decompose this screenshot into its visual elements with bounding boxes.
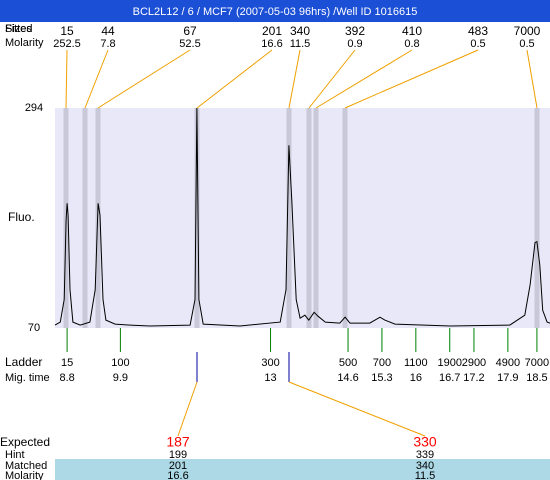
peak-size: 67 [183, 24, 197, 38]
highlight-rows [55, 459, 550, 480]
trace [54, 107, 550, 327]
mig-time: 13 [264, 372, 276, 384]
mig-time: 17.2 [463, 372, 484, 384]
row-label: Ladder [5, 355, 42, 369]
peak-molarity: 11.5 [290, 38, 311, 50]
peak-molarity: 7.8 [100, 38, 115, 50]
ladder-size: 1900 [437, 357, 461, 369]
peak-band [286, 108, 292, 328]
y-axis-label: Fluo. [8, 210, 35, 224]
row-label: Molarity [5, 470, 44, 480]
peak-connector [84, 49, 109, 109]
peak-band [534, 108, 540, 328]
peak-connector [288, 49, 301, 109]
ladder-size: 15 [61, 357, 73, 369]
mig-time: 16.7 [439, 372, 460, 384]
peak-molarity: 0.5 [519, 38, 534, 50]
row-label: Fitted [5, 23, 33, 35]
row-label: Matched [5, 460, 47, 472]
row-label: Sizes [5, 23, 32, 35]
peak-molarity: 0.9 [347, 38, 362, 50]
peak-molarity: 52.5 [179, 38, 200, 50]
peak-size: 201 [262, 24, 282, 38]
title-bar [0, 0, 550, 22]
peak-connector [308, 49, 356, 109]
peak-size: 15 [60, 24, 74, 38]
peak-connector [315, 49, 413, 109]
peak-band [306, 108, 312, 328]
peak-connector [196, 49, 273, 109]
mig-time: 9.9 [113, 372, 128, 384]
mig-time: 18.5 [526, 372, 547, 384]
peak-size: 44 [101, 24, 115, 38]
ladder-size: 300 [261, 357, 279, 369]
peak-size: 7000 [514, 24, 541, 38]
mig-time: 14.6 [337, 372, 358, 384]
mig-time: 15.3 [371, 372, 392, 384]
mig-time: 17.9 [497, 372, 518, 384]
ladder-size: 7000 [525, 357, 549, 369]
peak-size: 483 [468, 24, 488, 38]
row-label: Expected [0, 435, 50, 449]
peak-size: 392 [345, 24, 365, 38]
ladder-size: 100 [111, 357, 129, 369]
expected-value: 199 [169, 449, 187, 461]
y-tick-label: 294 [25, 102, 43, 114]
ladder-size: 4900 [496, 357, 520, 369]
plot-area [55, 108, 550, 328]
peak-molarity: 0.8 [404, 38, 419, 50]
row-label: Mig. time [5, 372, 50, 384]
peak-band [342, 108, 348, 328]
expected-value: 339 [416, 449, 434, 461]
peak-connector [344, 49, 479, 109]
peak-connector [65, 49, 68, 109]
expected-value: 201 [169, 460, 187, 472]
peak-band [82, 108, 88, 328]
expected-size: 187 [166, 434, 190, 450]
title: BCL2L12 / 6 / MCF7 (2007-05-03 96hrs) /W… [133, 6, 418, 18]
peak-size: 340 [290, 24, 310, 38]
mig-time: 8.8 [59, 372, 74, 384]
peak-molarity: 16.6 [261, 38, 282, 50]
expected-connector [288, 381, 426, 437]
expected-size: 330 [413, 434, 437, 450]
ladder-size: 700 [373, 357, 391, 369]
row-label: Molarity [5, 37, 44, 49]
ladder-size: 1100 [404, 357, 428, 369]
expected-value: 340 [416, 460, 434, 472]
peak-band [194, 108, 200, 328]
expected-connector [177, 381, 198, 437]
peak-molarity: 0.5 [470, 38, 485, 50]
peak-size: 410 [402, 24, 422, 38]
mig-time: 16 [410, 372, 422, 384]
peak-connector [526, 49, 538, 109]
peak-molarity: 252.5 [53, 38, 81, 50]
expected-value: 11.5 [415, 470, 436, 480]
y-tick-label: 70 [28, 322, 40, 334]
peak-connector [97, 49, 191, 109]
expected-value: 16.6 [167, 470, 188, 480]
peak-band [313, 108, 319, 328]
ladder-size: 2900 [462, 357, 486, 369]
ladder-size: 500 [339, 357, 357, 369]
row-label: Hint [5, 449, 25, 461]
